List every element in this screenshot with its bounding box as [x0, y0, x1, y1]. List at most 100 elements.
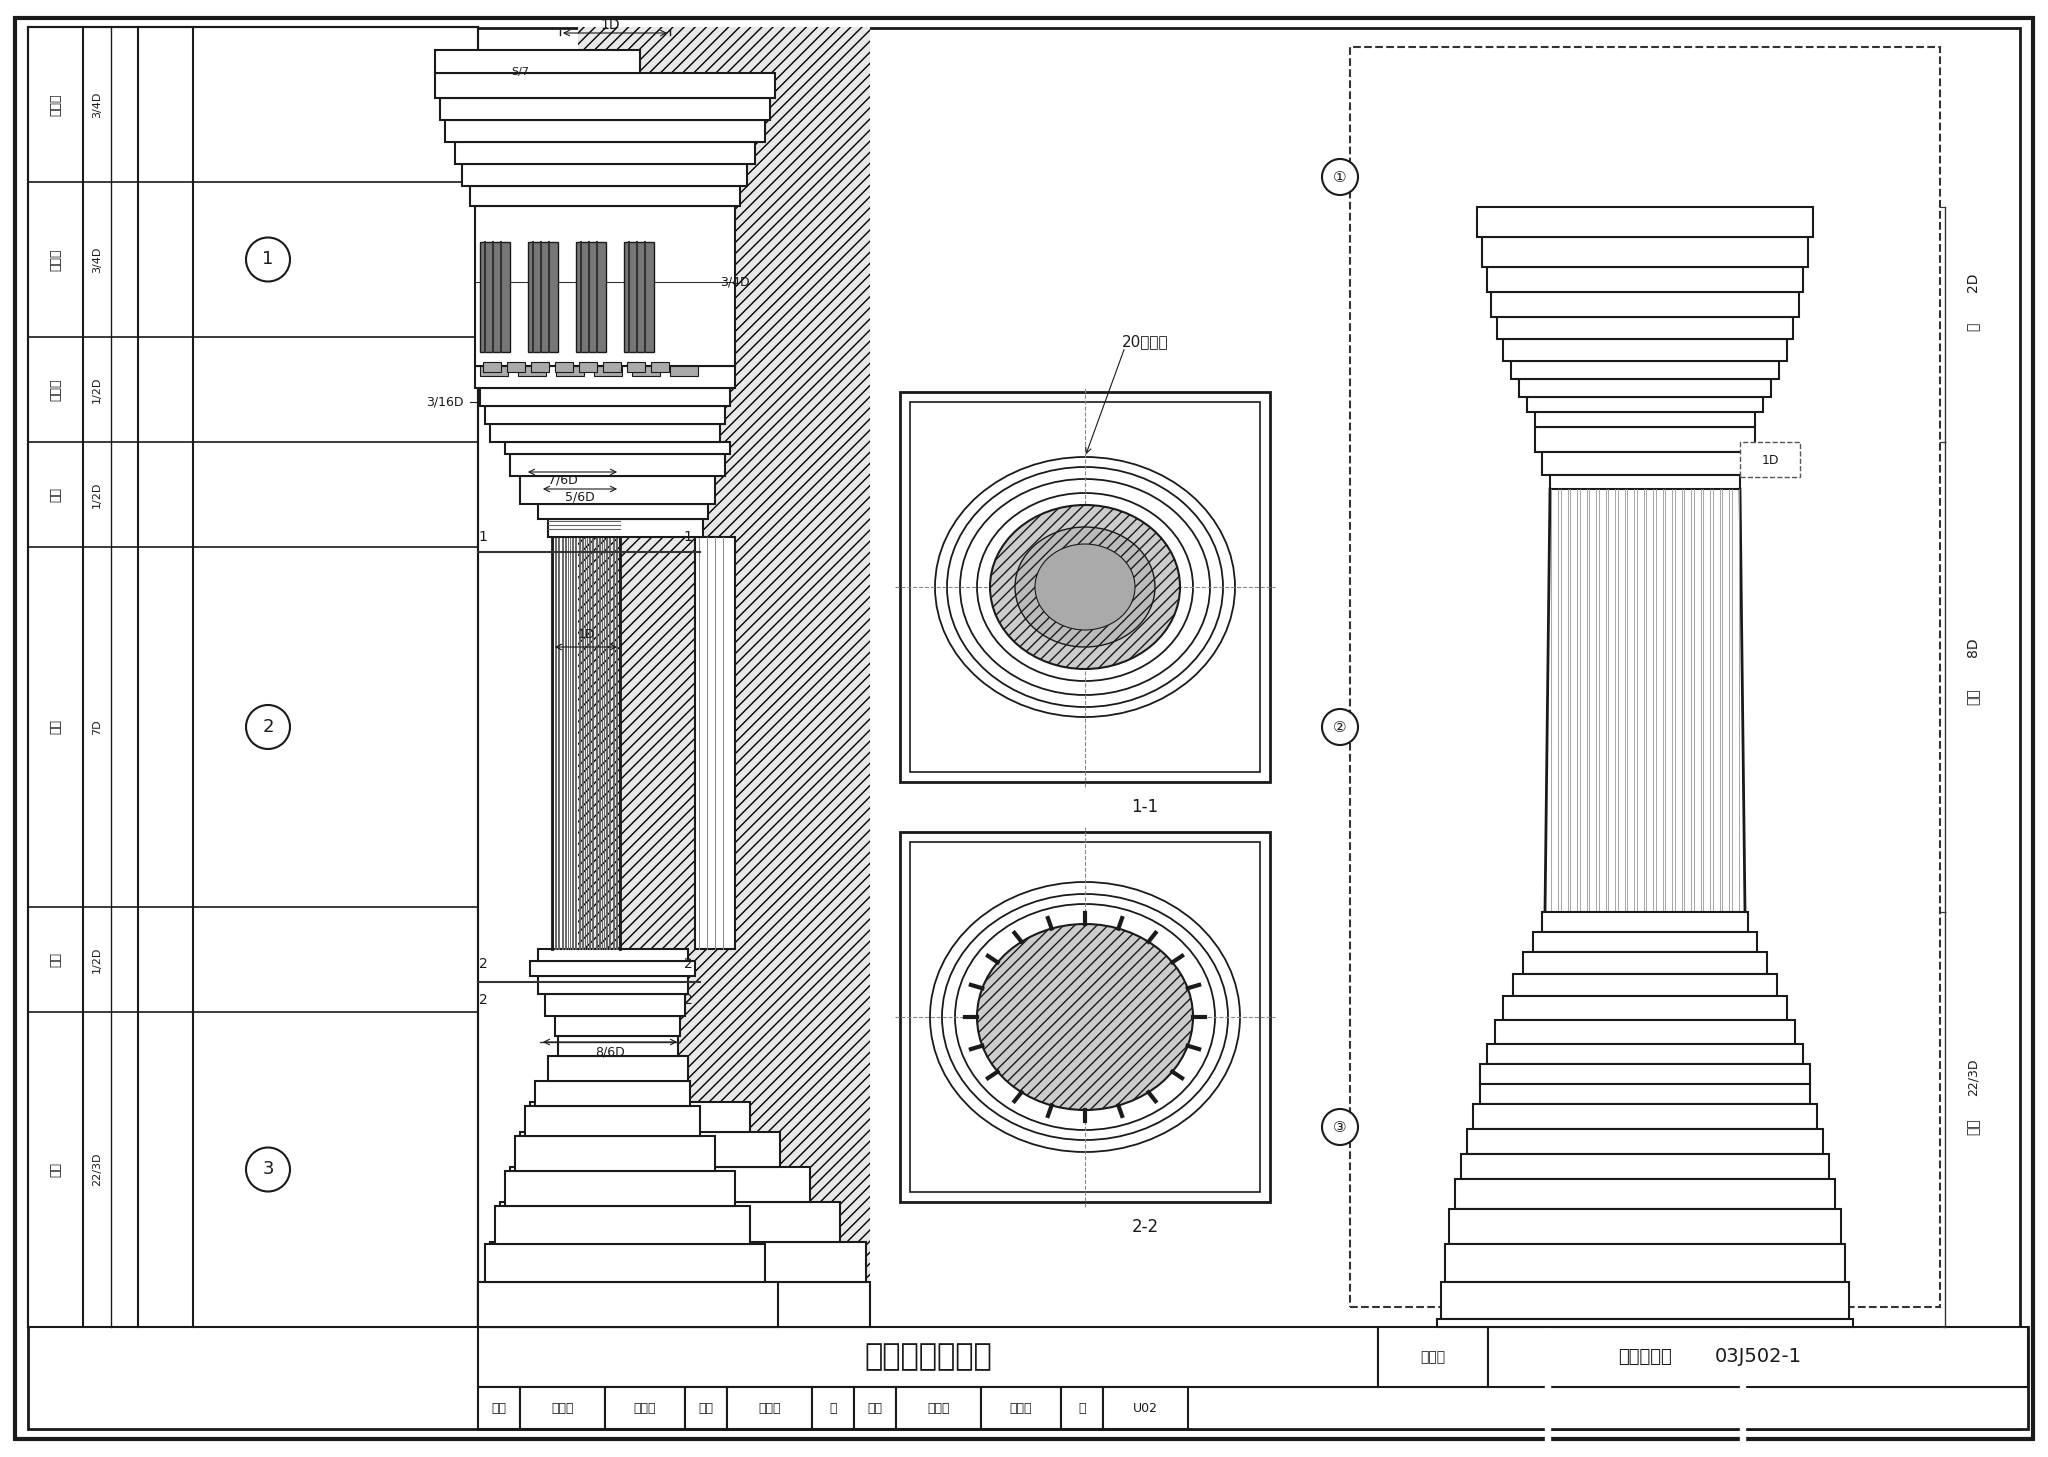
- Bar: [684, 1387, 727, 1429]
- Bar: [539, 976, 688, 994]
- Bar: [1524, 951, 1767, 973]
- Bar: [1438, 1319, 1853, 1327]
- Ellipse shape: [1034, 543, 1135, 629]
- Bar: [594, 366, 623, 376]
- Bar: [1466, 1129, 1823, 1154]
- Bar: [1497, 318, 1792, 339]
- Bar: [633, 366, 659, 376]
- Bar: [479, 388, 729, 407]
- Bar: [727, 1387, 811, 1429]
- Bar: [506, 1171, 735, 1206]
- Bar: [455, 141, 756, 165]
- Text: 审核: 审核: [492, 1402, 506, 1415]
- Bar: [555, 361, 573, 372]
- Bar: [475, 205, 735, 366]
- Bar: [1460, 1154, 1829, 1179]
- Text: 柱上楣: 柱上楣: [49, 93, 61, 115]
- Text: 2: 2: [684, 957, 692, 970]
- Bar: [535, 1081, 690, 1106]
- Text: 2: 2: [262, 718, 274, 736]
- Bar: [555, 1016, 680, 1036]
- Bar: [496, 1206, 750, 1244]
- Text: 1/2D: 1/2D: [92, 946, 102, 973]
- Bar: [575, 242, 606, 353]
- Bar: [1487, 1045, 1802, 1064]
- Bar: [555, 366, 584, 376]
- Bar: [485, 1244, 766, 1282]
- Bar: [479, 366, 508, 376]
- Bar: [670, 366, 698, 376]
- Bar: [477, 1282, 778, 1327]
- Bar: [528, 242, 557, 353]
- Bar: [463, 165, 748, 186]
- Bar: [897, 1387, 981, 1429]
- Circle shape: [246, 705, 291, 749]
- Bar: [483, 361, 502, 372]
- Text: 2D: 2D: [1966, 272, 1980, 291]
- Bar: [539, 949, 688, 962]
- Bar: [1446, 1244, 1845, 1282]
- Text: 2: 2: [479, 957, 487, 970]
- Bar: [1491, 291, 1798, 318]
- Bar: [602, 361, 621, 372]
- Text: ③: ③: [1333, 1119, 1348, 1135]
- Bar: [1481, 1084, 1810, 1104]
- Bar: [1528, 396, 1763, 412]
- Text: 1/2D: 1/2D: [92, 376, 102, 402]
- Text: 1D: 1D: [600, 17, 621, 32]
- Bar: [545, 994, 684, 1016]
- Text: 3/4D: 3/4D: [92, 246, 102, 272]
- Text: 3/16D: 3/16D: [426, 395, 463, 408]
- Ellipse shape: [942, 895, 1229, 1139]
- Bar: [1536, 427, 1755, 452]
- Text: S/7: S/7: [512, 67, 528, 77]
- Ellipse shape: [977, 924, 1194, 1110]
- Text: 8/6D: 8/6D: [596, 1046, 625, 1058]
- Text: 22/3D: 22/3D: [92, 1152, 102, 1186]
- Bar: [1477, 207, 1812, 237]
- Bar: [469, 186, 739, 205]
- Bar: [1503, 339, 1788, 361]
- Bar: [444, 119, 766, 141]
- Bar: [530, 962, 694, 976]
- Text: 朱爱霞: 朱爱霞: [758, 1402, 780, 1415]
- Bar: [1104, 1387, 1188, 1429]
- Bar: [1489, 1327, 2028, 1387]
- Bar: [1454, 1179, 1835, 1209]
- Bar: [651, 361, 670, 372]
- Bar: [485, 407, 725, 424]
- Bar: [514, 1136, 715, 1171]
- Bar: [1503, 997, 1788, 1020]
- Ellipse shape: [989, 506, 1180, 669]
- Bar: [530, 1101, 750, 1132]
- Polygon shape: [434, 50, 639, 73]
- Bar: [539, 504, 709, 519]
- Text: U02: U02: [1133, 1402, 1157, 1415]
- Bar: [1473, 1104, 1817, 1129]
- Bar: [1061, 1387, 1104, 1429]
- Bar: [1378, 1327, 1489, 1387]
- Bar: [899, 392, 1270, 782]
- Bar: [909, 402, 1260, 772]
- Text: 饶本竹: 饶本竹: [633, 1402, 655, 1415]
- Bar: [530, 361, 549, 372]
- Text: 楣饰带: 楣饰带: [49, 248, 61, 271]
- Bar: [506, 441, 729, 455]
- Bar: [899, 832, 1270, 1202]
- Text: 校对: 校对: [698, 1402, 713, 1415]
- Text: 3: 3: [262, 1160, 274, 1179]
- Bar: [524, 1106, 700, 1136]
- Bar: [434, 73, 774, 98]
- Text: 图集号: 图集号: [1421, 1351, 1446, 1364]
- Text: 柱基: 柱基: [49, 1163, 61, 1177]
- Text: 1D: 1D: [1761, 453, 1780, 466]
- Bar: [1536, 412, 1755, 427]
- Bar: [510, 1167, 811, 1202]
- Text: 楣: 楣: [1966, 323, 1980, 331]
- Bar: [489, 1241, 866, 1282]
- Bar: [811, 1387, 854, 1429]
- Bar: [1542, 452, 1749, 475]
- Circle shape: [1323, 710, 1358, 745]
- Text: 2: 2: [479, 994, 487, 1007]
- Ellipse shape: [930, 881, 1239, 1152]
